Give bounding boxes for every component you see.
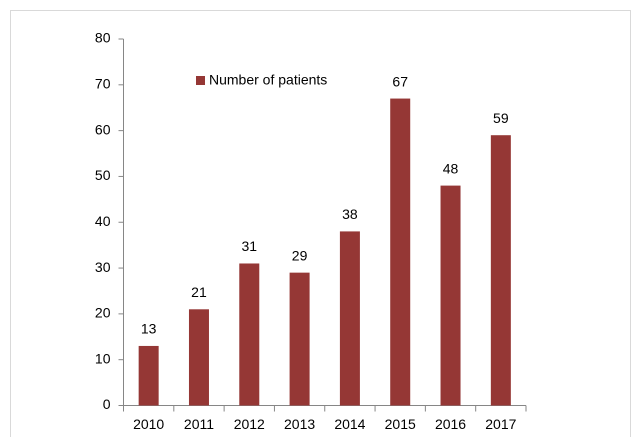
y-tick-label: 60	[95, 121, 111, 137]
x-tick-label: 2017	[485, 416, 516, 432]
x-tick-label: 2015	[385, 416, 416, 432]
bar	[339, 231, 360, 406]
y-tick-label: 40	[95, 213, 111, 229]
data-label: 67	[392, 73, 408, 89]
y-tick-label: 80	[95, 30, 111, 46]
y-tick-label: 10	[95, 350, 111, 366]
bar	[490, 135, 511, 406]
chart-border	[10, 10, 631, 437]
x-tick-label: 2010	[133, 416, 164, 432]
y-tick-label: 20	[95, 305, 111, 321]
bar	[440, 185, 461, 406]
data-label: 59	[493, 110, 509, 126]
y-tick-label: 30	[95, 259, 111, 275]
bar	[239, 263, 260, 406]
data-label: 13	[141, 321, 157, 337]
data-label: 48	[443, 160, 459, 176]
data-label: 29	[292, 247, 308, 263]
x-tick-label: 2013	[284, 416, 315, 432]
x-tick-label: 2011	[184, 416, 214, 432]
y-tick-label: 50	[95, 167, 111, 183]
y-tick-label: 0	[103, 396, 111, 412]
x-tick-label: 2016	[435, 416, 466, 432]
data-label: 31	[241, 238, 257, 254]
y-tick-label: 70	[95, 76, 111, 92]
data-label: 21	[191, 284, 207, 300]
bar	[390, 98, 411, 406]
x-tick-label: 2014	[334, 416, 365, 432]
bar	[289, 272, 310, 406]
x-tick-label: 2012	[234, 416, 265, 432]
data-label: 38	[342, 206, 358, 222]
bar	[188, 309, 209, 406]
legend-label: Number of patients	[209, 72, 327, 88]
bar	[138, 345, 159, 406]
legend-swatch	[196, 76, 205, 85]
